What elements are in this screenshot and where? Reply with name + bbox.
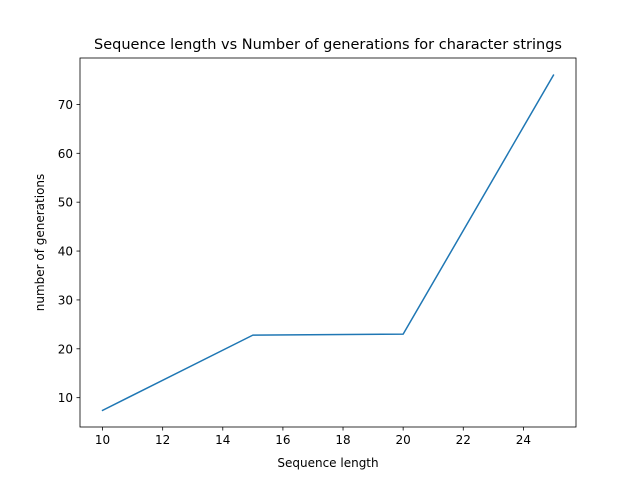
x-tick-label: 12 — [155, 433, 170, 447]
y-axis-label: number of generations — [33, 174, 47, 312]
y-tick-label: 30 — [58, 293, 73, 307]
y-tick-label: 40 — [58, 245, 73, 259]
plot-frame — [79, 57, 577, 428]
x-tick-label: 20 — [396, 433, 411, 447]
y-tick-label: 20 — [58, 342, 73, 356]
x-tick-label: 10 — [95, 433, 110, 447]
x-axis-ticks: 10 12 14 16 18 20 22 24 — [95, 427, 531, 447]
y-tick-label: 50 — [58, 196, 73, 210]
series-line — [101, 74, 555, 412]
x-tick-label: 14 — [215, 433, 230, 447]
y-tick-label: 10 — [58, 391, 73, 405]
x-tick-label: 24 — [516, 433, 531, 447]
chart-title: Sequence length vs Number of generations… — [94, 37, 562, 53]
y-axis-ticks: 10 20 30 40 50 60 70 — [58, 98, 80, 405]
x-tick-label: 16 — [275, 433, 290, 447]
x-axis-label: Sequence length — [277, 456, 378, 470]
x-tick-label: 18 — [335, 433, 350, 447]
plot-background — [80, 58, 576, 427]
x-tick-label: 22 — [456, 433, 471, 447]
y-tick-label: 70 — [58, 98, 73, 112]
series-layer — [101, 74, 555, 412]
y-tick-label: 60 — [58, 147, 73, 161]
